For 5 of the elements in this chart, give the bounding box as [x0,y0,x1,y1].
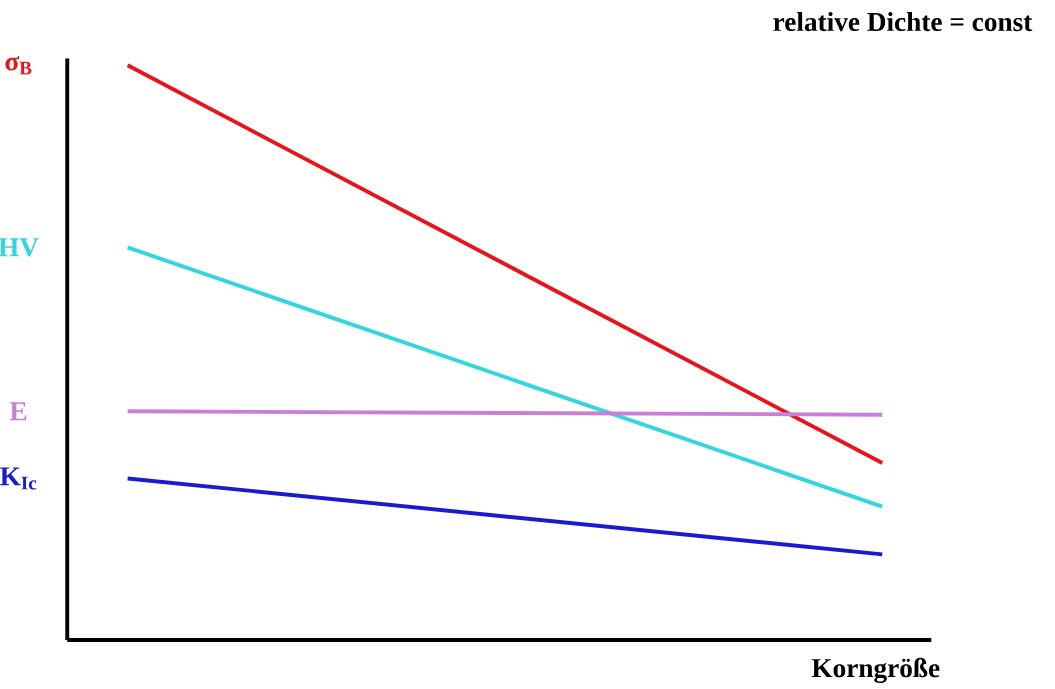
text: K$_{Ic}$ [0,467,37,490]
text: σ$_{B}$ [5,56,32,75]
text: relative Dichte = const [773,12,1033,32]
x-axis-title: Korngröße [811,657,940,684]
text: E [9,402,27,421]
